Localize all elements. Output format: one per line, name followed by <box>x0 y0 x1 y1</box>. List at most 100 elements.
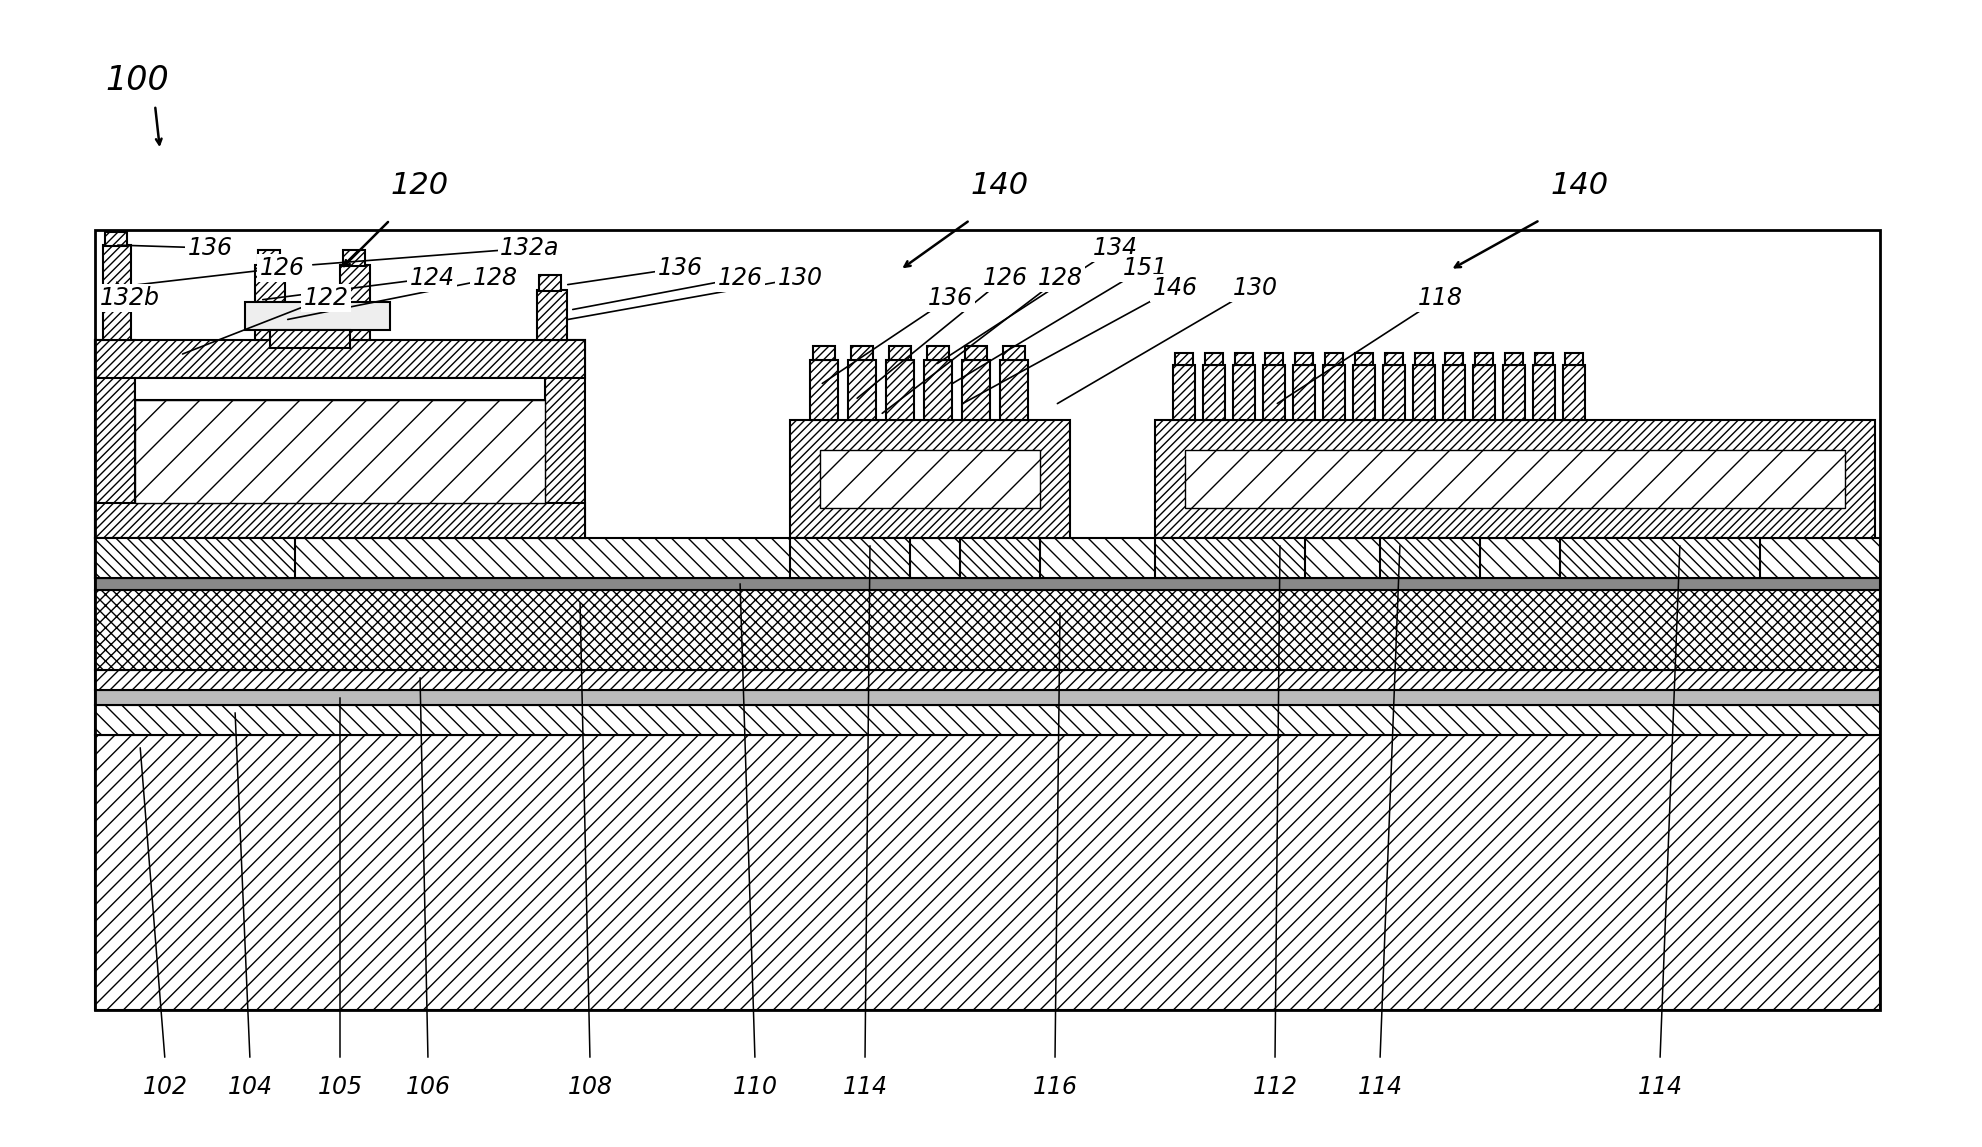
Bar <box>95 504 585 538</box>
Bar <box>1292 365 1314 420</box>
Bar <box>999 360 1027 420</box>
Bar <box>1352 365 1374 420</box>
Text: 136: 136 <box>928 286 971 310</box>
Text: 128: 128 <box>1037 266 1082 290</box>
Bar <box>1154 420 1875 538</box>
Text: 124: 124 <box>410 266 454 290</box>
Bar <box>924 360 951 420</box>
Bar <box>813 346 834 360</box>
Bar <box>537 290 567 340</box>
Bar <box>809 360 838 420</box>
Bar <box>850 346 872 360</box>
Bar <box>105 232 127 245</box>
Bar <box>1173 365 1195 420</box>
Text: 132a: 132a <box>499 236 559 260</box>
Bar <box>1324 353 1342 365</box>
Bar <box>1235 353 1253 365</box>
Bar <box>545 340 585 538</box>
Text: 122: 122 <box>303 286 349 310</box>
Bar <box>1560 538 1760 578</box>
Bar <box>95 578 1879 590</box>
Text: 130: 130 <box>777 266 823 290</box>
Text: 140: 140 <box>971 171 1029 200</box>
Bar <box>135 400 545 504</box>
Text: 114: 114 <box>842 1075 888 1099</box>
Bar <box>789 420 1070 538</box>
Bar <box>1381 365 1405 420</box>
Text: 100: 100 <box>105 63 168 96</box>
Bar <box>95 538 1879 578</box>
Bar <box>926 346 949 360</box>
Text: 132b: 132b <box>99 286 161 310</box>
Bar <box>1443 365 1465 420</box>
Bar <box>961 360 989 420</box>
Text: 136: 136 <box>188 236 232 260</box>
Text: 126: 126 <box>981 266 1027 290</box>
Bar <box>1413 365 1435 420</box>
Text: 112: 112 <box>1253 1075 1296 1099</box>
Bar <box>95 705 1879 735</box>
Text: 126: 126 <box>717 266 763 290</box>
Bar <box>886 360 914 420</box>
Bar <box>339 265 371 340</box>
Bar <box>1185 450 1843 508</box>
Bar <box>1265 353 1282 365</box>
Bar <box>246 302 390 330</box>
Bar <box>1233 365 1255 420</box>
Bar <box>1445 353 1463 365</box>
Bar <box>1473 365 1494 420</box>
Bar <box>95 670 1879 690</box>
Text: 106: 106 <box>404 1075 450 1099</box>
Bar <box>888 346 910 360</box>
Bar <box>1475 353 1492 365</box>
Bar <box>1263 365 1284 420</box>
Bar <box>959 538 1039 578</box>
Text: 126: 126 <box>260 256 305 280</box>
Text: 134: 134 <box>1092 236 1138 260</box>
Text: 116: 116 <box>1033 1075 1076 1099</box>
Bar <box>103 245 131 340</box>
Text: 130: 130 <box>1233 276 1276 301</box>
Bar <box>821 450 1039 508</box>
Bar <box>258 250 279 266</box>
Bar <box>1415 353 1433 365</box>
Text: 118: 118 <box>1417 286 1463 310</box>
Bar <box>95 690 1879 705</box>
Bar <box>1003 346 1025 360</box>
Bar <box>1294 353 1312 365</box>
Text: 151: 151 <box>1122 256 1167 280</box>
Bar <box>1205 353 1223 365</box>
Bar <box>95 340 135 538</box>
Bar <box>95 231 1879 1011</box>
Bar <box>1383 353 1403 365</box>
Bar <box>343 250 365 266</box>
Bar <box>270 330 351 348</box>
Text: 140: 140 <box>1550 171 1607 200</box>
Text: 105: 105 <box>317 1075 363 1099</box>
Text: 128: 128 <box>472 266 517 290</box>
Bar <box>1379 538 1479 578</box>
Bar <box>1502 365 1524 420</box>
Text: 102: 102 <box>143 1075 188 1099</box>
Bar <box>848 360 876 420</box>
Text: 110: 110 <box>731 1075 777 1099</box>
Bar <box>135 379 545 400</box>
Bar <box>95 735 1879 1011</box>
Bar <box>1175 353 1193 365</box>
Text: 108: 108 <box>567 1075 612 1099</box>
Text: 114: 114 <box>1637 1075 1681 1099</box>
Bar <box>1203 365 1225 420</box>
Text: 120: 120 <box>390 171 448 200</box>
Bar <box>1532 365 1554 420</box>
Bar <box>1322 365 1344 420</box>
Bar <box>1562 365 1584 420</box>
Bar <box>1354 353 1372 365</box>
Bar <box>95 590 1879 670</box>
Bar <box>789 538 910 578</box>
Text: 114: 114 <box>1358 1075 1401 1099</box>
Bar <box>1504 353 1522 365</box>
Text: 146: 146 <box>1152 276 1197 301</box>
Bar <box>1154 538 1304 578</box>
Bar <box>1564 353 1582 365</box>
Bar <box>95 538 295 578</box>
